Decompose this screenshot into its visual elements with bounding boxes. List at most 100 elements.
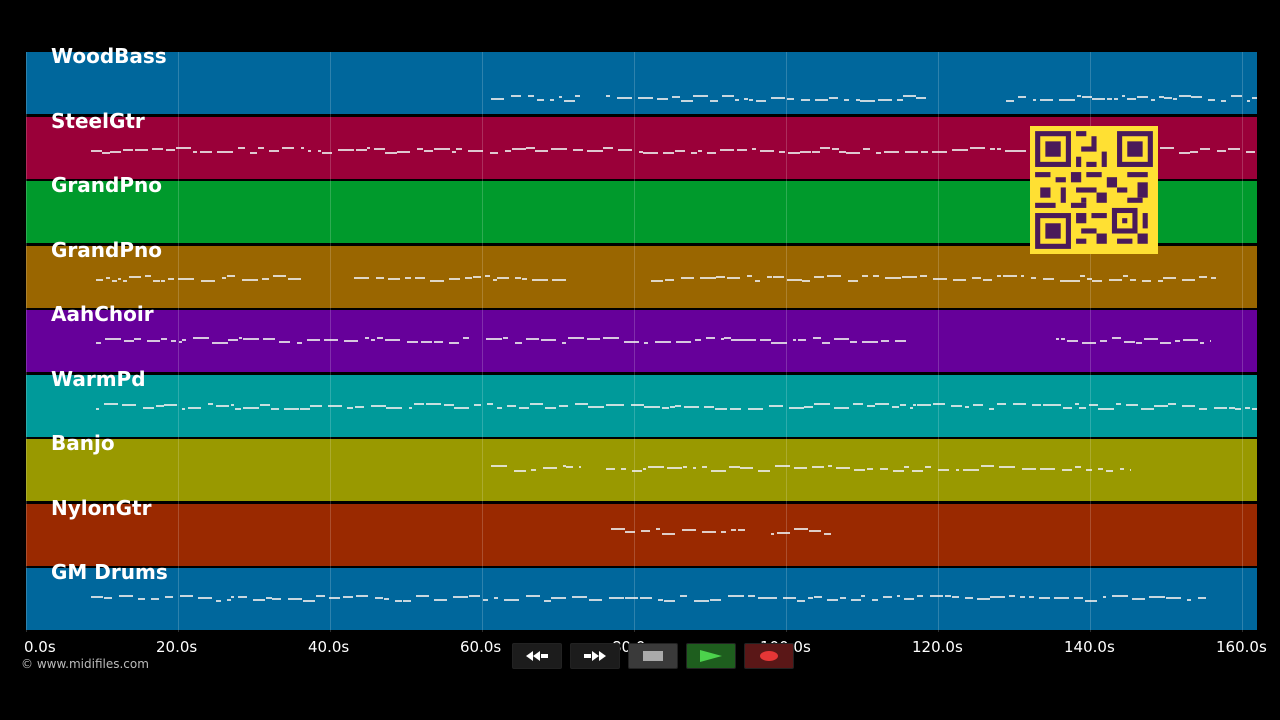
midi-note	[938, 469, 949, 471]
midi-note	[587, 338, 600, 340]
midi-note	[1092, 279, 1102, 282]
midi-note	[665, 278, 674, 281]
midi-note	[514, 470, 526, 472]
track-lane[interactable]: WoodBass	[26, 44, 1257, 114]
midi-note	[168, 277, 174, 280]
midi-note	[491, 98, 504, 100]
midi-note	[526, 338, 539, 340]
midi-note	[227, 599, 231, 601]
midi-note	[820, 146, 830, 149]
midi-note	[1164, 97, 1172, 99]
midi-note	[663, 151, 674, 154]
midi-note	[1168, 402, 1176, 405]
midi-note	[242, 278, 258, 281]
midi-note	[297, 342, 302, 344]
midi-note	[1229, 406, 1235, 409]
midi-note	[1082, 96, 1092, 98]
midi-note	[731, 528, 736, 531]
record-button[interactable]	[744, 643, 794, 669]
midi-note	[164, 403, 177, 406]
midi-note	[702, 466, 707, 468]
midi-note	[271, 407, 279, 410]
midi-note	[1214, 406, 1227, 409]
grid-line	[330, 52, 331, 632]
midi-note	[449, 342, 459, 344]
track-lane[interactable]: NylonGtr	[26, 496, 1257, 566]
midi-note	[904, 598, 914, 600]
midi-note	[756, 100, 766, 102]
midi-note	[454, 406, 469, 409]
track-name: WarmPd	[51, 366, 146, 391]
midi-note	[839, 150, 846, 153]
midi-note	[545, 406, 556, 409]
midi-note	[417, 147, 423, 150]
midi-note	[729, 466, 740, 468]
midi-note	[834, 406, 849, 409]
track-lane[interactable]: GM Drums	[26, 560, 1257, 630]
midi-note	[485, 274, 490, 277]
midi-note	[930, 595, 943, 597]
midi-note	[434, 147, 450, 150]
midi-note	[328, 404, 342, 407]
midi-note	[848, 279, 858, 282]
midi-note	[721, 338, 724, 340]
midi-note	[243, 406, 259, 409]
midi-note	[497, 406, 502, 409]
play-button[interactable]	[686, 643, 736, 669]
piano-roll[interactable]: WoodBass SteelGtr GrandPno GrandPno AahChoir…	[26, 44, 1257, 632]
midi-note	[182, 407, 185, 410]
track-lane[interactable]: AahChoir	[26, 302, 1257, 372]
midi-note	[564, 100, 575, 102]
midi-note	[933, 402, 945, 405]
midi-note	[91, 149, 102, 152]
midi-note	[1126, 403, 1138, 406]
track-name: SteelGtr	[51, 108, 145, 133]
midi-note	[763, 597, 777, 599]
midi-note	[122, 403, 136, 406]
midi-note	[365, 337, 369, 339]
midi-note	[329, 597, 340, 599]
midi-note	[532, 278, 548, 281]
midi-note	[675, 149, 685, 152]
midi-note	[507, 404, 516, 407]
midi-note	[395, 600, 402, 602]
track-lane[interactable]: WarmPd	[26, 367, 1257, 437]
midi-note	[910, 406, 913, 409]
midi-note	[541, 339, 556, 341]
midi-note	[551, 597, 566, 599]
midi-note	[1130, 469, 1131, 471]
midi-note	[575, 95, 580, 97]
midi-note	[522, 277, 527, 280]
midi-note	[1031, 276, 1036, 279]
midi-note	[715, 407, 727, 410]
rewind-button[interactable]	[512, 643, 562, 669]
midi-note	[862, 274, 868, 277]
midi-note	[1043, 277, 1054, 280]
midi-note	[771, 97, 785, 99]
midi-note	[1211, 276, 1216, 279]
track-lane[interactable]: Banjo	[26, 431, 1257, 501]
midi-note	[728, 595, 744, 597]
track-lane[interactable]: GrandPno	[26, 238, 1257, 308]
midi-note	[1246, 150, 1255, 153]
midi-note	[867, 404, 875, 407]
midi-note	[760, 149, 774, 152]
midi-note	[614, 403, 624, 406]
midi-note	[375, 597, 383, 599]
midi-note	[828, 465, 832, 467]
grid-line	[482, 52, 483, 632]
midi-note	[704, 405, 714, 408]
midi-note	[587, 149, 603, 152]
fast-forward-button[interactable]	[570, 643, 620, 669]
midi-note	[397, 150, 410, 153]
stop-button[interactable]	[628, 643, 678, 669]
midi-note	[416, 595, 429, 597]
midi-note	[1089, 403, 1098, 406]
midi-note	[322, 151, 332, 154]
midi-note	[216, 404, 229, 407]
midi-note	[603, 337, 619, 339]
midi-note	[644, 342, 648, 344]
midi-note	[303, 600, 315, 602]
midi-note	[684, 405, 699, 408]
midi-note	[463, 337, 469, 339]
